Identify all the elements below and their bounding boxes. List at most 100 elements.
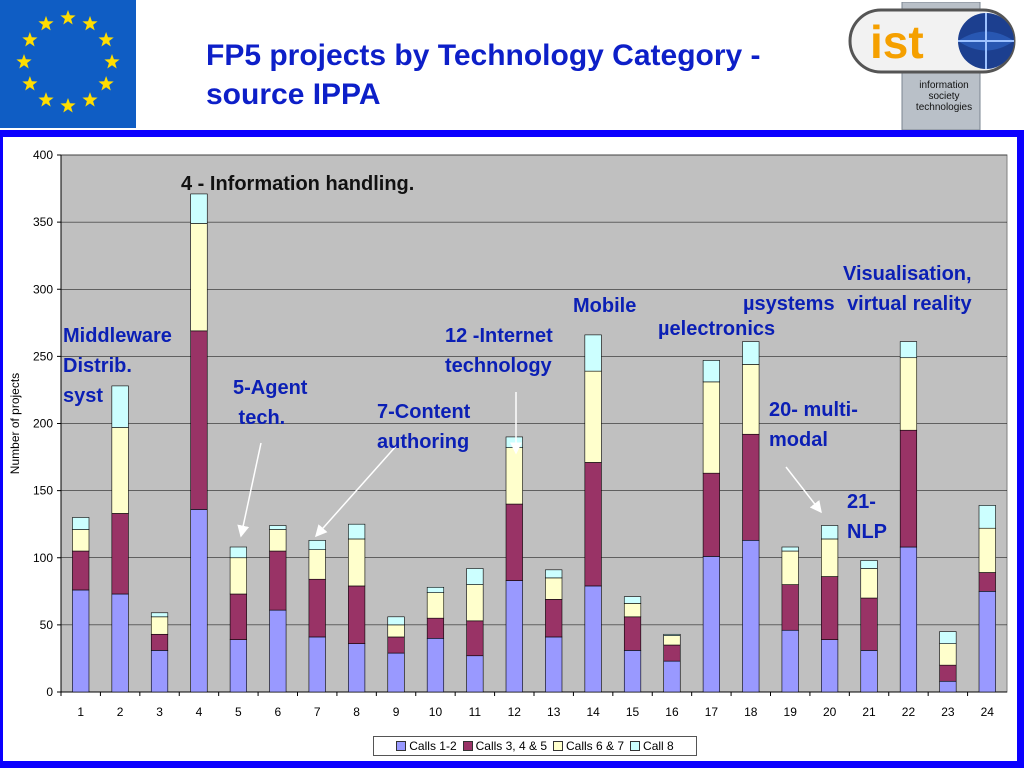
x-tick-label: 9 <box>393 705 400 719</box>
x-tick-label: 3 <box>156 705 163 719</box>
bar-segment <box>899 546 918 693</box>
annotation-arrow <box>237 442 262 538</box>
bar-segment <box>466 584 484 622</box>
bar-segment <box>466 655 484 693</box>
bar-segment <box>190 330 208 510</box>
bar-segment <box>545 577 563 600</box>
eu-star-icon <box>38 15 54 31</box>
y-tick-label: 300 <box>33 282 53 296</box>
x-tick-label: 6 <box>274 705 281 719</box>
eu-star-icon <box>60 98 76 113</box>
bar-segment <box>742 341 760 365</box>
bar-segment <box>939 631 957 644</box>
bar-segment <box>623 603 642 618</box>
y-tick-label: 250 <box>33 349 53 363</box>
eu-flag-logo <box>0 0 136 128</box>
eu-star-icon <box>16 54 32 69</box>
x-tick-label: 20 <box>823 705 837 719</box>
bar-segment <box>623 596 642 604</box>
bar-segment <box>269 525 287 530</box>
x-tick-label: 13 <box>547 705 561 719</box>
y-axis-label: Number of projects <box>8 373 22 474</box>
bar-segment <box>781 550 799 585</box>
bar-segment <box>545 636 563 693</box>
annotation-visualisation: Visualisation, virtual reality <box>843 263 972 315</box>
bar-segment <box>348 523 366 540</box>
ist-caption-line: information <box>919 80 969 91</box>
eu-star-icon <box>104 54 120 69</box>
bar-segment <box>308 578 326 638</box>
annotation-middleware: Middleware Distrib. syst <box>63 325 172 407</box>
x-tick-label: 15 <box>626 705 640 719</box>
x-tick-label: 4 <box>196 705 203 719</box>
bar-segment <box>781 629 799 693</box>
y-tick-label: 150 <box>33 484 53 498</box>
bar-segment <box>387 636 405 654</box>
eu-star-icon <box>98 32 114 47</box>
legend-item-calls-3-4-5: Calls 3, 4 & 5 <box>462 739 547 753</box>
bar-segment <box>111 513 129 595</box>
eu-flag-stars <box>16 10 120 113</box>
x-tick-label: 11 <box>469 705 482 719</box>
bar-segment <box>269 550 287 611</box>
bar-segment <box>663 635 681 646</box>
ist-caption: information society technologies <box>906 80 982 113</box>
y-tick-label: 50 <box>40 618 54 632</box>
legend-item-calls-6-7: Calls 6 & 7 <box>553 739 624 753</box>
legend-swatch <box>553 741 563 751</box>
x-tick-label: 16 <box>665 705 679 719</box>
ist-caption-line: technologies <box>915 102 973 113</box>
bar-segment <box>308 549 326 580</box>
bar-segment <box>505 503 523 581</box>
y-tick-label: 400 <box>33 148 53 162</box>
bar-segment <box>742 539 760 693</box>
x-tick-label: 14 <box>586 705 600 719</box>
bar-segment <box>229 593 247 640</box>
bar-segment <box>111 427 129 514</box>
bar-segment <box>269 529 287 552</box>
y-tick-label: 200 <box>33 417 53 431</box>
chart-panel: 0 50 100 150 200 250 300 350 400 1 2 3 4 5 6 7 8 9 10 11 12 1… <box>3 137 1017 761</box>
bar-segment <box>860 597 878 651</box>
bar-segment <box>939 680 957 693</box>
eu-star-icon <box>98 76 114 91</box>
legend-item-call-8: Call 8 <box>630 739 674 753</box>
bar-segment <box>742 364 760 435</box>
bar-segment <box>466 620 484 657</box>
x-tick-label: 22 <box>902 705 916 719</box>
bar-segment <box>663 644 681 662</box>
annotation-mobile: Mobile <box>573 295 637 317</box>
y-tick-label: 350 <box>33 215 53 229</box>
annotation-uelectronics: µelectronics <box>658 318 776 340</box>
y-tick-label: 0 <box>46 685 53 699</box>
legend-label: Call 8 <box>643 739 674 753</box>
legend-label: Calls 3, 4 & 5 <box>475 739 547 753</box>
bar-segment <box>387 652 405 693</box>
bar-segment <box>111 593 129 693</box>
bar-segment <box>466 568 484 585</box>
bar-segment <box>939 664 957 682</box>
x-tick-label: 2 <box>117 705 124 719</box>
bar-segment <box>72 517 90 530</box>
x-tick-label: 17 <box>705 705 719 719</box>
chart-legend: Calls 1-2 Calls 3, 4 & 5 Calls 6 & 7 Cal… <box>373 736 697 756</box>
x-tick-label: 5 <box>235 705 242 719</box>
slide-title: FP5 projects by Technology Category - so… <box>206 39 761 111</box>
bar-segment <box>978 572 996 592</box>
eu-star-icon <box>22 32 38 47</box>
ist-logo-graphic: ist <box>848 2 1016 130</box>
bar-segment <box>978 591 996 693</box>
annotation-usystems: µsystems <box>743 293 835 315</box>
bar-segment <box>150 633 169 651</box>
bar-segment <box>269 609 287 693</box>
annotation-arrow <box>785 466 822 514</box>
annotation-arrow <box>315 444 398 538</box>
ist-wordmark: ist <box>870 16 924 68</box>
eu-star-icon <box>60 10 76 25</box>
x-tick-label: 18 <box>744 705 758 719</box>
bar-segment <box>348 538 366 587</box>
bar-segment <box>623 650 642 693</box>
bar-segment <box>702 381 720 474</box>
x-tick-label: 19 <box>784 705 798 719</box>
